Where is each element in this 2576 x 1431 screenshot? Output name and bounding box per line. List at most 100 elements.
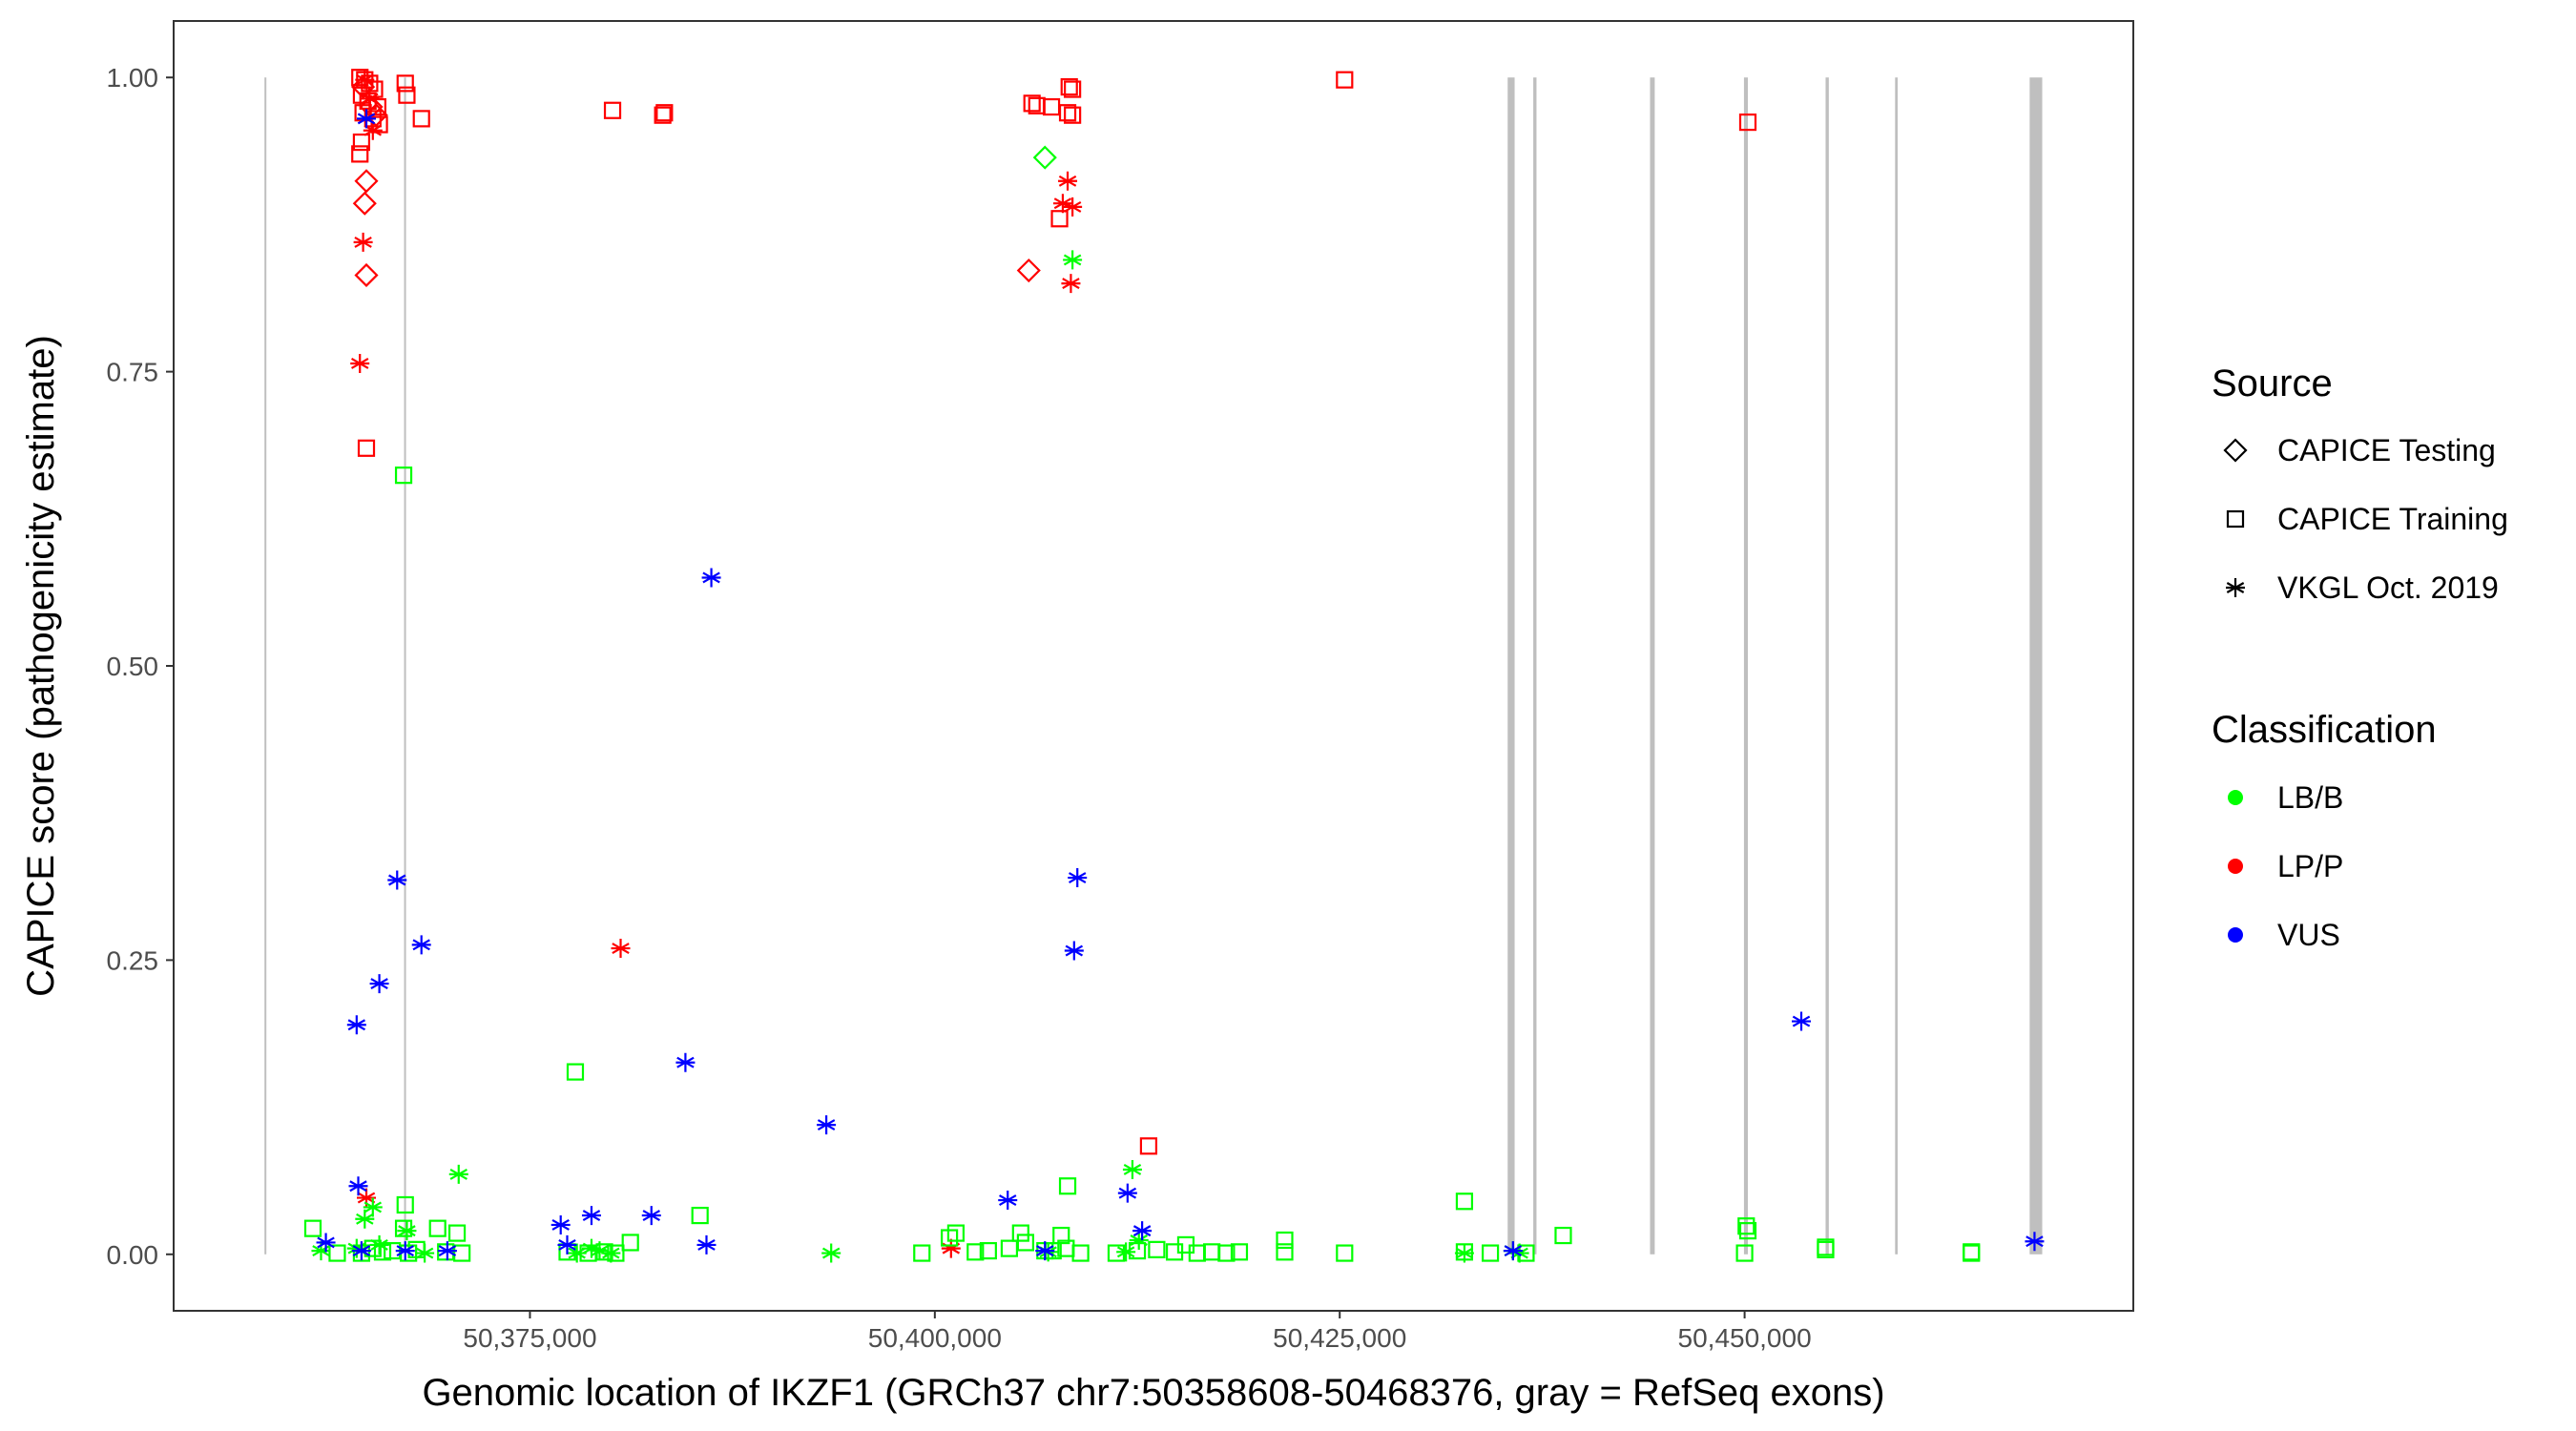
square-marker [1060, 77, 1078, 96]
legend-title-source: Source [2212, 363, 2333, 404]
data-point [453, 1244, 471, 1262]
exon-band [2029, 77, 2043, 1255]
data-point [1276, 1243, 1294, 1261]
data-point [1554, 1226, 1572, 1245]
y-tick-label: 0.25 [107, 945, 159, 975]
data-point [351, 145, 369, 163]
diamond-marker [1032, 145, 1057, 170]
exon-band [264, 77, 267, 1255]
data-point [1064, 941, 1084, 961]
data-point [557, 1234, 577, 1255]
square-marker [1217, 1244, 1236, 1262]
diamond-marker [354, 262, 379, 288]
square-marker [654, 106, 672, 124]
legend-label-source: CAPICE Training [2277, 502, 2508, 536]
data-point [396, 1195, 414, 1214]
square-marker [1455, 1192, 1474, 1211]
data-point [581, 1206, 601, 1226]
data-point [1792, 1011, 1812, 1031]
data-point [1230, 1243, 1249, 1261]
star-marker [1116, 1242, 1136, 1262]
star-marker [369, 1234, 389, 1255]
data-point [448, 1164, 468, 1184]
square-marker [1817, 1240, 1835, 1258]
star-marker [1063, 197, 1083, 217]
star-marker [2226, 578, 2245, 597]
data-point [363, 1197, 383, 1217]
exon-band [1895, 77, 1899, 1255]
data-point [1148, 1240, 1166, 1258]
data-point [1503, 1241, 1523, 1261]
data-point [1132, 1221, 1153, 1241]
square-marker [2226, 509, 2245, 529]
legend-key-color-dot [2228, 859, 2243, 874]
data-point [357, 439, 376, 457]
data-point [1455, 1192, 1474, 1211]
data-point [654, 106, 672, 124]
star-marker [581, 1238, 601, 1258]
square-marker [328, 1244, 346, 1262]
star-marker [311, 1241, 331, 1261]
data-point [1139, 1137, 1158, 1155]
exon-band [1533, 77, 1537, 1255]
data-point [603, 101, 622, 119]
data-point [395, 1241, 415, 1261]
data-point [346, 1015, 366, 1035]
square-marker [1011, 1224, 1029, 1242]
data-point [369, 974, 389, 994]
star-marker [1129, 1230, 1149, 1250]
square-marker [398, 86, 416, 104]
x-tick-label: 50,425,000 [1273, 1323, 1406, 1353]
y-tick-label: 0.00 [107, 1240, 159, 1270]
data-point [354, 169, 379, 194]
star-marker [1117, 1183, 1137, 1203]
data-point [357, 109, 377, 129]
data-point [328, 1244, 346, 1262]
legend-key-color-dot [2228, 927, 2243, 943]
legend-label-classification: LB/B [2277, 780, 2343, 815]
square-marker [1050, 210, 1069, 228]
data-point [1035, 1241, 1055, 1261]
data-point [303, 1219, 322, 1237]
exon-band [1825, 77, 1829, 1255]
star-marker [611, 939, 631, 959]
data-point [641, 1206, 661, 1226]
square-marker [1336, 1244, 1354, 1262]
data-point [1063, 250, 1083, 270]
data-point [415, 1243, 435, 1263]
data-point [1060, 77, 1078, 96]
data-point [1276, 1231, 1294, 1250]
data-point [357, 1188, 377, 1208]
data-point [551, 1214, 571, 1234]
exon-band [1650, 77, 1655, 1255]
legend-title-classification: Classification [2212, 709, 2437, 751]
data-point [1735, 1244, 1754, 1262]
star-marker [369, 974, 389, 994]
y-tick-label: 0.50 [107, 652, 159, 681]
square-marker [1276, 1231, 1294, 1250]
star-marker [348, 1176, 368, 1196]
square-marker [1230, 1243, 1249, 1261]
star-marker [1063, 250, 1083, 270]
data-point [348, 1176, 368, 1196]
star-marker [701, 568, 721, 588]
square-marker [1016, 1234, 1034, 1252]
data-point [1454, 1243, 1474, 1263]
diamond-marker [2223, 438, 2248, 463]
data-point [353, 232, 373, 252]
star-marker [1454, 1243, 1474, 1263]
legend: Source CAPICE Testing CAPICE Training VKGL … [2212, 363, 2508, 952]
square-marker [1148, 1240, 1166, 1258]
star-marker [437, 1241, 457, 1261]
square-marker [396, 1195, 414, 1214]
square-marker [1058, 1177, 1077, 1195]
star-marker [1052, 194, 1072, 214]
data-point [2025, 1232, 2045, 1252]
star-marker [581, 1206, 601, 1226]
data-point [1509, 1243, 1529, 1263]
square-marker [1481, 1244, 1500, 1262]
star-marker [567, 1243, 587, 1263]
square-marker [1737, 1217, 1755, 1235]
data-point [567, 1243, 587, 1263]
data-point [566, 1063, 585, 1081]
